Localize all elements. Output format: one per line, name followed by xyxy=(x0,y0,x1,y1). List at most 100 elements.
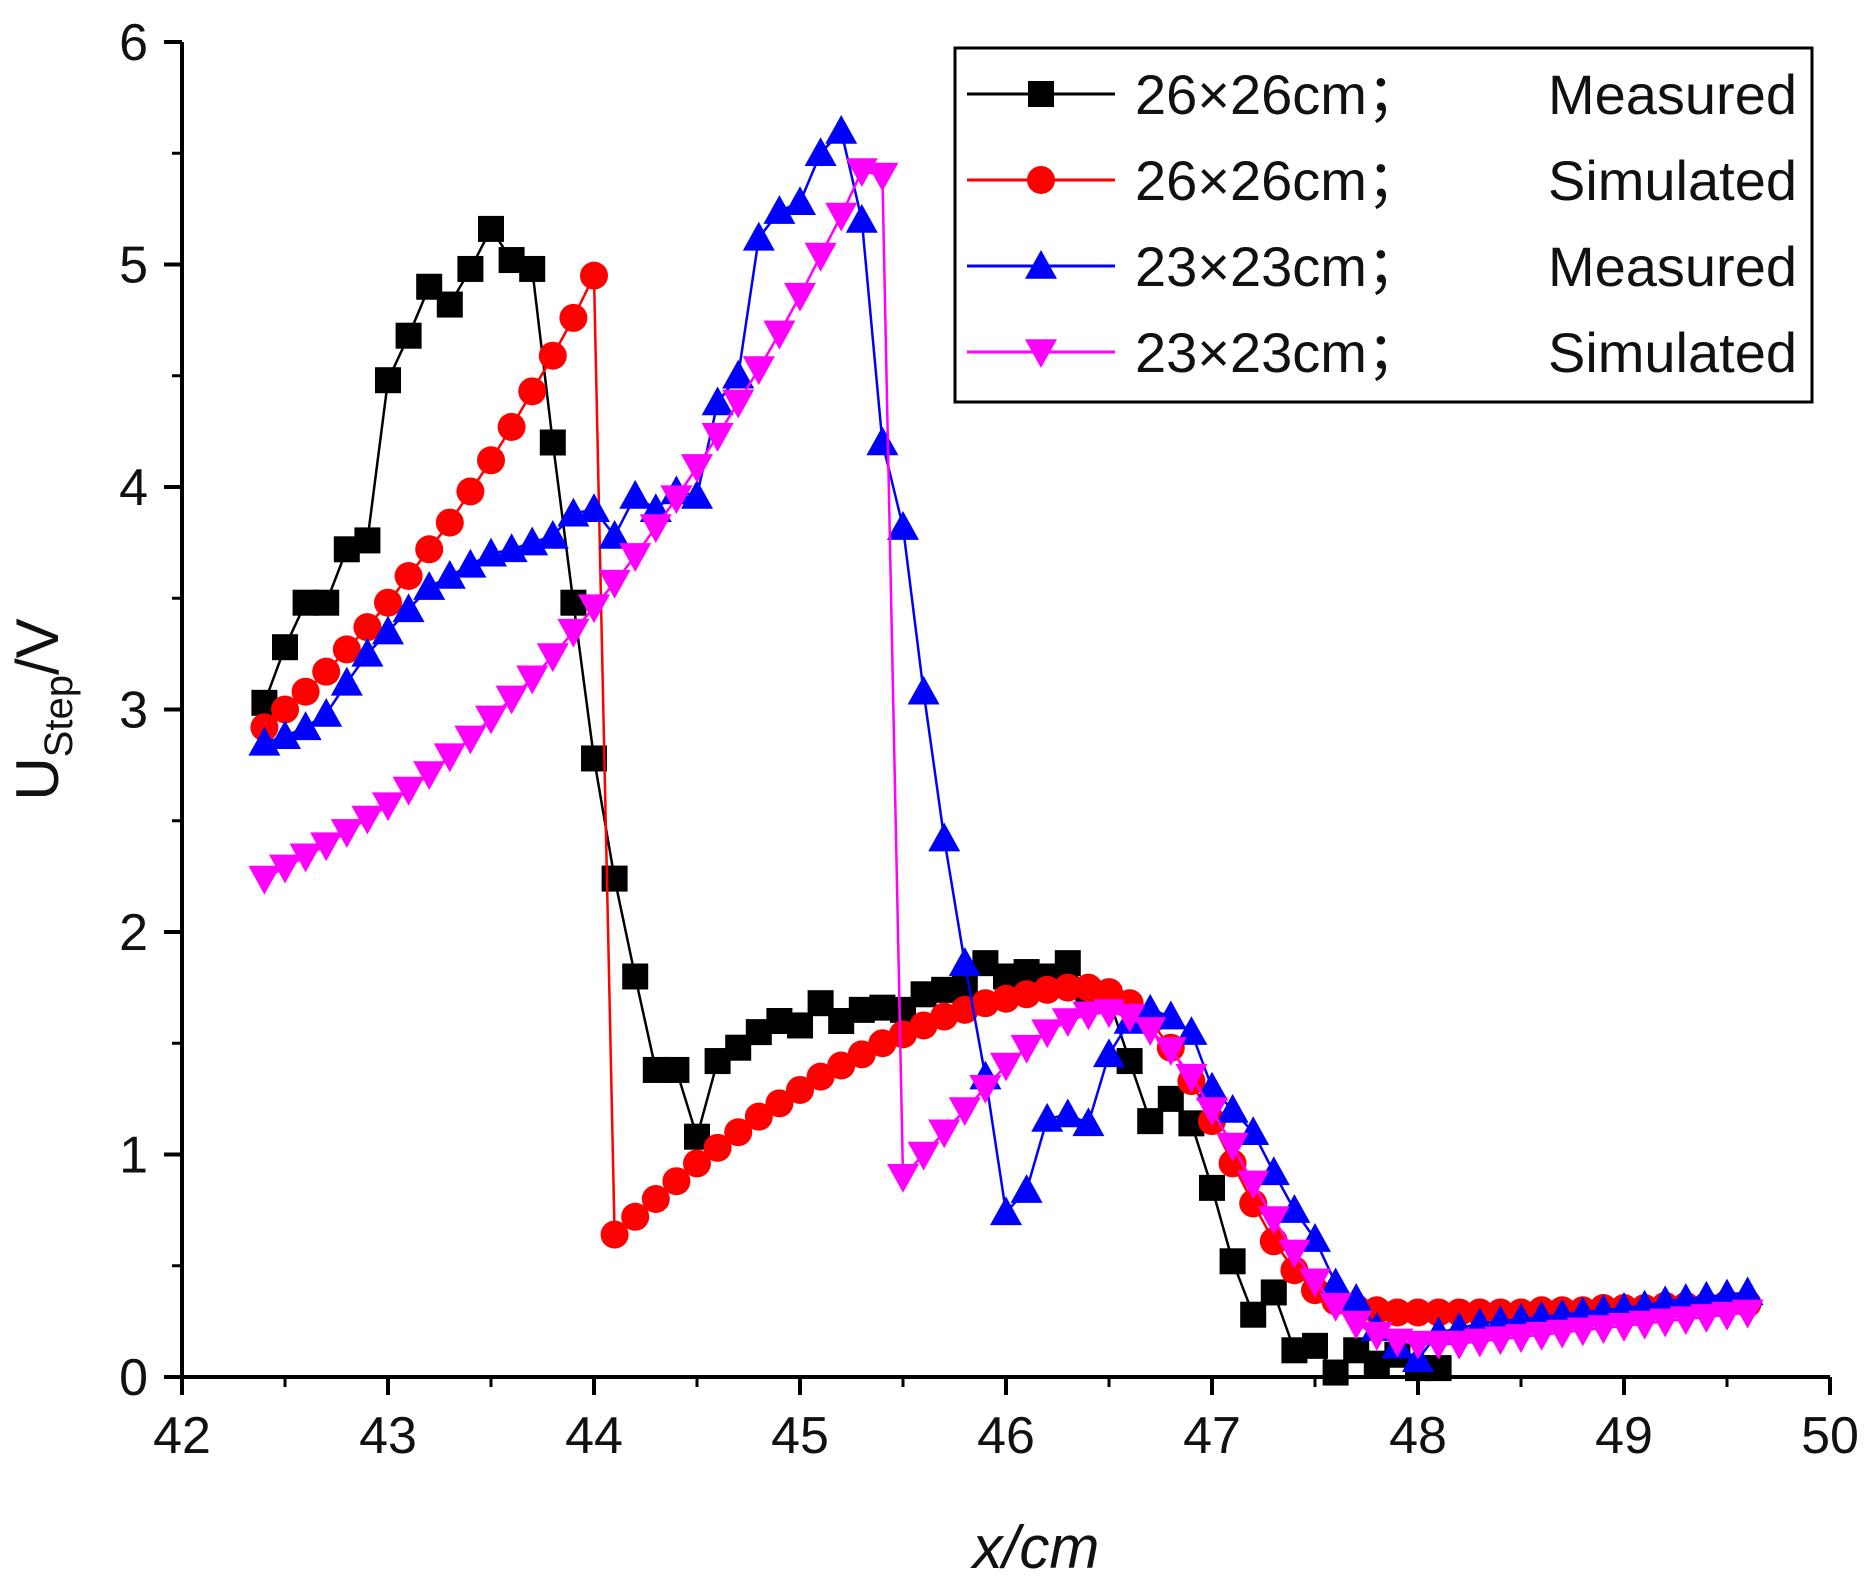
legend-item: 23×23cm； Simulated xyxy=(967,321,1797,384)
data-point xyxy=(1711,1301,1743,1331)
data-point xyxy=(1095,978,1123,1007)
data-point xyxy=(475,705,507,735)
data-point xyxy=(763,320,796,350)
data-point xyxy=(313,589,340,616)
x-tick-label: 43 xyxy=(359,1407,417,1465)
data-point xyxy=(683,1149,711,1178)
data-point xyxy=(681,454,713,483)
data-point xyxy=(765,1089,794,1118)
data-point xyxy=(1566,1317,1599,1347)
data-point xyxy=(1383,1298,1412,1327)
x-tick-label: 48 xyxy=(1389,1407,1447,1465)
data-point xyxy=(1608,1313,1640,1342)
data-point xyxy=(660,485,693,515)
y-tick-label: 3 xyxy=(119,682,148,740)
data-point xyxy=(392,593,425,623)
data-point xyxy=(495,685,528,715)
y-tick-label: 5 xyxy=(119,237,148,295)
x-tick-label: 47 xyxy=(1183,1407,1241,1465)
data-point xyxy=(827,1051,856,1080)
data-point xyxy=(1051,1098,1084,1128)
data-point xyxy=(1010,1174,1043,1203)
data-point xyxy=(1443,1330,1476,1360)
data-point xyxy=(619,479,652,509)
data-point xyxy=(354,527,381,554)
data-point xyxy=(621,1202,650,1231)
data-point xyxy=(1053,973,1082,1002)
data-point xyxy=(1260,1279,1287,1306)
data-point xyxy=(478,215,504,242)
x-tick-label: 42 xyxy=(153,1407,211,1465)
data-point xyxy=(948,947,981,976)
y-tick-label: 4 xyxy=(119,459,148,517)
data-point xyxy=(641,1185,670,1213)
legend-label-size: 23×23cm； xyxy=(1135,321,1423,384)
data-point xyxy=(415,535,444,564)
data-point xyxy=(1424,1298,1453,1327)
data-point xyxy=(600,1220,629,1249)
data-point xyxy=(1546,1319,1579,1349)
y-tick-label: 1 xyxy=(119,1127,148,1185)
data-point xyxy=(272,634,298,661)
data-point xyxy=(578,594,610,624)
legend-label-type: Measured xyxy=(1548,235,1797,298)
x-tick-label: 44 xyxy=(565,1407,623,1465)
data-point xyxy=(454,548,487,578)
data-point xyxy=(1134,993,1167,1023)
data-point xyxy=(580,261,608,290)
data-point xyxy=(866,426,899,456)
data-point xyxy=(539,429,566,456)
data-point xyxy=(845,204,878,233)
data-point xyxy=(1257,1156,1290,1186)
y-axis-title-suffix: /V xyxy=(4,618,71,675)
data-point xyxy=(724,1118,753,1147)
data-point xyxy=(1154,1037,1187,1066)
legend-label-type: Simulated xyxy=(1548,321,1797,384)
data-point xyxy=(1319,1293,1352,1322)
data-point xyxy=(1422,1330,1455,1360)
data-point xyxy=(787,1012,813,1039)
data-point xyxy=(351,637,384,667)
data-point xyxy=(289,843,322,873)
data-point xyxy=(457,255,484,282)
data-point xyxy=(866,162,899,192)
data-point xyxy=(1237,1170,1270,1200)
data-point xyxy=(372,615,404,645)
data-point xyxy=(1134,1017,1167,1046)
data-point xyxy=(1072,1001,1105,1031)
data-point xyxy=(804,242,837,272)
data-point xyxy=(310,832,343,862)
legend-label-size: 26×26cm； xyxy=(1135,149,1423,212)
data-point xyxy=(928,1119,961,1149)
data-point xyxy=(1628,1310,1661,1340)
data-point xyxy=(269,720,301,749)
data-point xyxy=(722,389,755,419)
data-point xyxy=(394,562,423,590)
x-axis-title: x/cm xyxy=(970,1514,1100,1581)
data-point xyxy=(825,115,858,144)
data-point xyxy=(291,677,320,706)
legend-label-size: 23×23cm； xyxy=(1135,235,1423,298)
data-point xyxy=(559,303,588,332)
data-point xyxy=(330,666,363,696)
legend-box xyxy=(953,46,1814,404)
y-axis-title-subscript: Step xyxy=(37,675,81,757)
data-point xyxy=(581,745,607,772)
data-point xyxy=(395,322,422,349)
data-point xyxy=(928,822,961,852)
data-point xyxy=(538,341,567,370)
data-point xyxy=(1525,1321,1558,1351)
data-point xyxy=(269,854,301,884)
data-point xyxy=(1322,1359,1349,1386)
data-point xyxy=(804,137,837,167)
legend-marker xyxy=(1027,166,1055,194)
data-point xyxy=(1299,1268,1331,1298)
data-point xyxy=(722,359,755,389)
data-point xyxy=(1302,1332,1328,1359)
data-point xyxy=(703,1133,732,1162)
legend-marker xyxy=(1025,339,1057,368)
data-point xyxy=(436,291,463,318)
data-point xyxy=(1157,1085,1184,1112)
data-point xyxy=(351,805,384,835)
